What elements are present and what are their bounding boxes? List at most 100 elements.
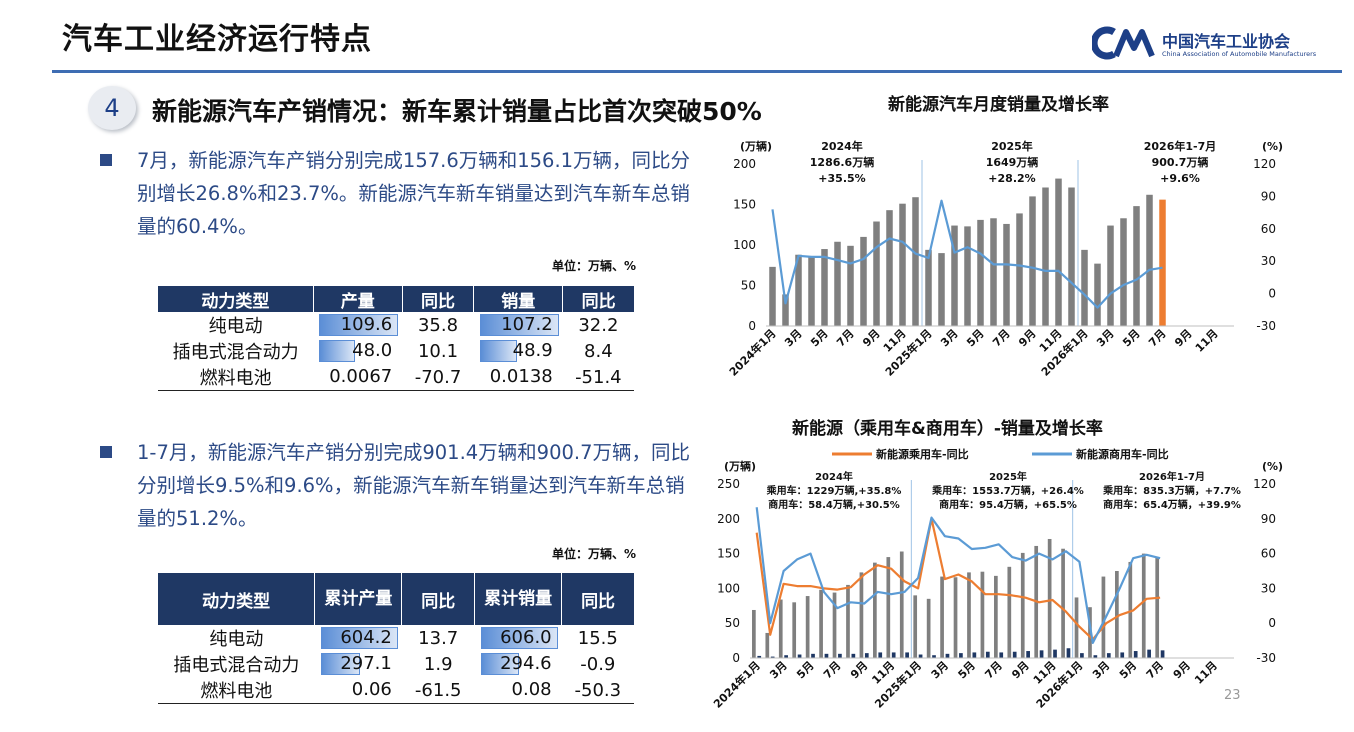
y-tick-label: 0	[732, 651, 740, 665]
bar	[959, 653, 963, 658]
cell-type: 插电式混合动力	[173, 655, 300, 676]
table1-header-sales: 销量	[473, 286, 564, 312]
table-row: 纯电动 109.6 35.8 107.2 32.2	[158, 312, 634, 338]
x-tick-label: 7月	[821, 659, 843, 681]
period-annotation: 商用车：65.4万辆，+39.9%	[1103, 498, 1241, 511]
data-bar-fill	[480, 627, 558, 649]
bar	[964, 226, 971, 326]
period-annotation: 乘用车：1229万辆,+35.8%	[766, 484, 902, 497]
cell-sales: 0.08	[474, 677, 562, 704]
y-tick-label: 0	[748, 319, 756, 333]
cell-type: 插电式混合动力	[172, 342, 299, 363]
bar	[752, 609, 756, 658]
bar	[1053, 649, 1057, 658]
x-tick-label: 9月	[1016, 327, 1038, 349]
y2-tick-label: -30	[1256, 319, 1276, 333]
caam-logo: 中国汽车工业协会 China Association of Automobile…	[1092, 24, 1316, 64]
bar	[1055, 178, 1062, 326]
x-tick-label: 9月	[848, 659, 870, 681]
cell-sales-value: 0.0138	[489, 366, 553, 387]
bar	[990, 218, 997, 326]
bar	[945, 653, 950, 658]
period-annotation: 900.7万辆	[1152, 155, 1209, 169]
bar	[1120, 218, 1127, 326]
bar	[1003, 223, 1010, 326]
cell-production-yoy: 35.8	[417, 314, 459, 336]
period-annotation: 商用车：95.4万辆，+65.5%	[939, 498, 1077, 511]
table1-header-sales-yoy: 同比	[562, 286, 634, 312]
bar	[1007, 566, 1012, 658]
y-axis-title: (万辆)	[740, 139, 772, 153]
table2-header-prod: 累计产量	[314, 573, 403, 625]
cell-sales-yoy: 8.4	[584, 340, 613, 362]
data-bar-fill	[320, 653, 360, 675]
x-tick-label: 9月	[1172, 327, 1194, 349]
bar	[860, 236, 867, 326]
table-row: 燃料电池 0.0067 -70.7 0.0138 -51.4	[158, 364, 634, 391]
bar	[1012, 651, 1017, 658]
bullet-square-icon	[100, 154, 112, 166]
period-annotation: 2024年	[815, 470, 853, 483]
bar	[926, 598, 931, 658]
bar	[1016, 213, 1023, 326]
bar	[1088, 607, 1092, 658]
y2-tick-label: 30	[1261, 581, 1276, 595]
table1-unit: 单位：万辆、%	[552, 259, 637, 273]
bar	[792, 602, 797, 658]
bar	[1093, 655, 1098, 658]
bar	[1120, 652, 1125, 658]
bar	[1141, 553, 1146, 658]
table-row: 插电式混合动力 48.0 10.1 48.9 8.4	[158, 338, 634, 364]
legend-label: 新能源乘用车-同比	[876, 447, 969, 461]
series-line	[755, 517, 1161, 641]
bar	[1066, 648, 1071, 658]
table2-header-sales-yoy: 同比	[561, 573, 634, 625]
bar	[757, 655, 762, 658]
period-annotation: 2025年	[989, 470, 1027, 483]
bar	[1160, 650, 1165, 658]
bullet-text-2: 1-7月，新能源汽车产销分别完成901.4万辆和900.7万辆，同比分别增长9.…	[137, 441, 690, 530]
x-tick-label: 2024年1月	[710, 658, 763, 711]
caam-logo-mark-icon	[1092, 26, 1155, 60]
cell-sales-value: 294.6	[500, 653, 552, 674]
y-tick-label: 150	[717, 547, 740, 561]
bar	[873, 221, 880, 326]
x-tick-label: 5月	[808, 327, 830, 349]
cell-sales-value: 107.2	[501, 314, 553, 335]
cell-sales-yoy: 32.2	[578, 314, 619, 336]
bar	[864, 653, 869, 658]
cumulative-powertrain-table: 动力类型 累计产量 同比 累计销量 同比 纯电动 604.2 13.7 606.0 15…	[158, 573, 634, 704]
bar	[905, 652, 909, 658]
table2-unit: 单位：万辆、%	[552, 547, 637, 561]
table-row: 燃料电池 0.06 -61.5 0.08 -50.3	[158, 677, 634, 704]
x-tick-label: 7月	[990, 327, 1012, 349]
chart-nev-passenger-commercial: (万辆) (%) 0 50 100 150 200 250 -30 0 30 60 90 120 2024年…	[710, 447, 1283, 711]
x-tick-label: 9月	[1171, 659, 1193, 681]
y2-tick-label: 60	[1261, 547, 1276, 561]
period-annotation: +28.2%	[988, 172, 1035, 185]
bar	[977, 219, 984, 326]
bullet-square-icon	[100, 446, 112, 458]
cell-sales: 294.6	[475, 651, 562, 677]
bar	[999, 652, 1004, 658]
cell-production-value: 604.2	[340, 627, 392, 648]
y-tick-label: 50	[741, 279, 756, 293]
bar	[1133, 206, 1140, 326]
cell-sales-yoy: 15.5	[577, 627, 618, 649]
y-tick-label: 200	[717, 512, 740, 526]
period-annotation: +35.5%	[818, 172, 865, 185]
y2-axis-title: (%)	[1262, 460, 1283, 473]
y2-axis-title: (%)	[1262, 140, 1283, 153]
cell-production-yoy: -70.7	[402, 364, 474, 391]
cell-production-value: 0.0067	[329, 366, 393, 387]
title-divider	[52, 70, 1342, 73]
bar	[925, 249, 932, 326]
bar	[899, 203, 906, 326]
bar	[1020, 552, 1025, 658]
chart2-title: 新能源（乘用车&商用车）-销量及增长率	[792, 419, 1103, 439]
y-tick-label: 50	[725, 616, 740, 630]
cell-sales: 606.0	[475, 625, 562, 651]
bar	[891, 652, 896, 658]
bar	[1029, 196, 1036, 326]
bar	[985, 651, 990, 658]
